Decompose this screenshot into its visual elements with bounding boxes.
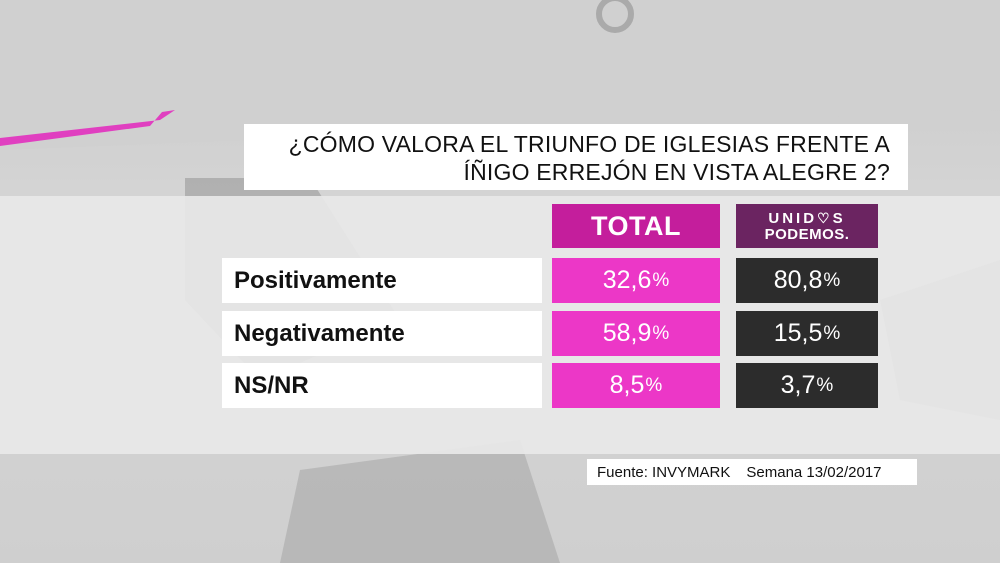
header-total: TOTAL (552, 204, 720, 248)
percent-unit: % (645, 374, 663, 396)
value-up: 15,5 (773, 319, 823, 347)
header-unidos-podemos-logo: UNID♡S PODEMOS. (736, 204, 878, 248)
logo-text-unid: UNID (768, 209, 818, 227)
cell-up-negativamente: 15,5% (736, 311, 878, 356)
value-total: 58,9 (602, 319, 652, 347)
percent-unit: % (652, 322, 670, 344)
source-label: Fuente: INVYMARK (597, 463, 731, 481)
source-week: Semana 13/02/2017 (746, 463, 882, 481)
percent-unit: % (823, 269, 841, 291)
source-note: Fuente: INVYMARK Semana 13/02/2017 (587, 459, 917, 485)
percent-unit: % (652, 269, 670, 291)
cell-total-nsnr: 8,5% (552, 363, 720, 408)
cell-total-negativamente: 58,9% (552, 311, 720, 356)
heart-icon: ♡ (817, 209, 833, 226)
row-label-negativamente: Negativamente (222, 311, 542, 356)
cell-total-positivamente: 32,6% (552, 258, 720, 303)
percent-unit: % (823, 322, 841, 344)
logo-line-2: PODEMOS. (764, 225, 850, 243)
value-total: 32,6 (602, 266, 652, 294)
value-up: 80,8 (773, 266, 823, 294)
value-total: 8,5 (609, 371, 645, 399)
percent-unit: % (816, 374, 834, 396)
row-label-positivamente: Positivamente (222, 258, 542, 303)
logo-text-s: S (832, 209, 846, 227)
title-line-1: ¿CÓMO VALORA EL TRIUNFO DE IGLESIAS FREN… (288, 131, 890, 157)
cell-up-nsnr: 3,7% (736, 363, 878, 408)
chart-title: ¿CÓMO VALORA EL TRIUNFO DE IGLESIAS FREN… (244, 124, 908, 190)
value-up: 3,7 (780, 371, 816, 399)
logo-line-1: UNID♡S (768, 210, 845, 227)
title-line-2: ÍÑIGO ERREJÓN EN VISTA ALEGRE 2? (463, 159, 890, 185)
row-label-nsnr: NS/NR (222, 363, 542, 408)
cell-up-positivamente: 80,8% (736, 258, 878, 303)
